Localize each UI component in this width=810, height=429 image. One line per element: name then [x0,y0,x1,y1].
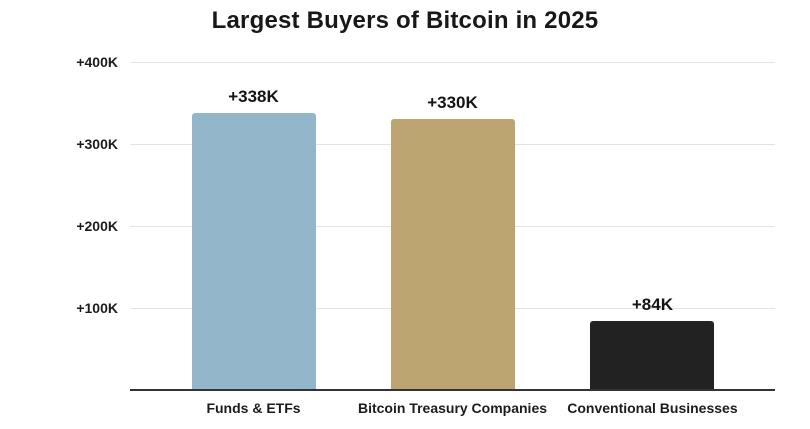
x-axis-label: Funds & ETFs [206,400,301,416]
gridline [130,61,775,63]
bar [191,112,316,390]
x-axis-label: Bitcoin Treasury Companies [357,400,548,416]
bar-value-label: +84K [631,295,673,315]
bar [390,119,515,390]
x-axis-line [130,389,775,391]
chart-title: Largest Buyers of Bitcoin in 2025 [211,7,599,34]
y-tick-label: +200K [76,218,118,234]
bar [590,321,715,390]
bar-value-label: +330K [427,93,478,113]
y-tick-label: +400K [76,54,118,70]
y-tick-label: +300K [76,136,118,152]
y-tick-label: +100K [76,300,118,316]
x-axis-label: Conventional Businesses [567,400,738,416]
bar-value-label: +338K [228,86,279,106]
